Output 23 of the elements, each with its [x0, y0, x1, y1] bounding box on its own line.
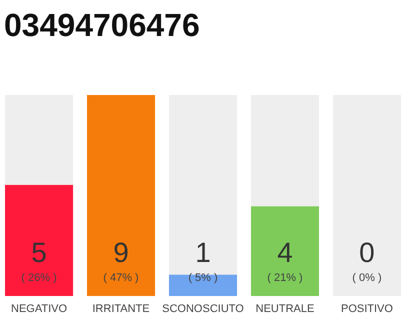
bar [5, 95, 74, 185]
x-tick-label: IRRITANTE [92, 303, 150, 315]
annotation: 5 [31, 237, 47, 268]
annotation: 9 [113, 237, 129, 268]
data-label: ( 26% ) [21, 272, 57, 284]
bar [250, 206, 320, 296]
annotation: 1 [195, 237, 211, 268]
annotation: ( 0% ) [352, 272, 382, 284]
bar [86, 95, 156, 296]
bar [168, 95, 238, 275]
data-label: ( 21% ) [267, 272, 303, 284]
data-label: ( 5% ) [188, 272, 218, 284]
x-tick-label: NEGATIVO [11, 303, 68, 315]
x-tick-label: SCONOSCIUTO [162, 303, 244, 315]
x-tick-label: NEUTRALE [256, 303, 314, 315]
bar [250, 95, 320, 206]
annotation: 4 [277, 237, 293, 268]
data-label: ( 47% ) [103, 272, 139, 284]
bar [168, 274, 238, 296]
x-tick-label: POSITIVO [340, 303, 394, 315]
annotation: 0 [359, 237, 375, 268]
chart-title: 03494706476 [4, 7, 200, 43]
bar [5, 184, 74, 296]
